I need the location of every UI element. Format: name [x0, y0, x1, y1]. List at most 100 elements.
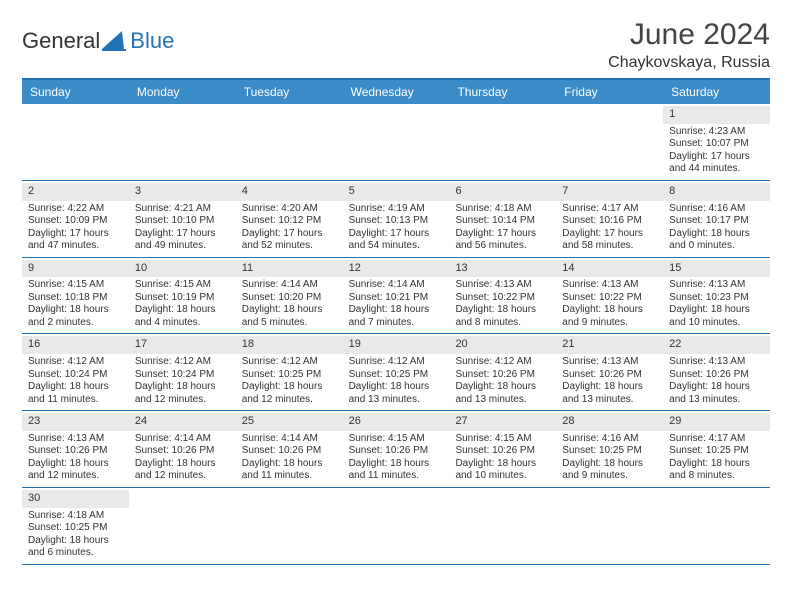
- page-title: June 2024: [608, 18, 770, 52]
- daylight-minutes-text: and 13 minutes.: [669, 394, 764, 407]
- sunset-text: Sunset: 10:07 PM: [669, 138, 764, 151]
- day-number: 4: [236, 183, 343, 201]
- daylight-minutes-text: and 13 minutes.: [349, 394, 444, 407]
- calendar-cell: 10Sunrise: 4:15 AMSunset: 10:19 PMDaylig…: [129, 258, 236, 334]
- calendar-cell: [449, 488, 556, 564]
- day-number: 16: [22, 336, 129, 354]
- calendar-body: 1Sunrise: 4:23 AMSunset: 10:07 PMDayligh…: [22, 104, 770, 565]
- daylight-minutes-text: and 10 minutes.: [455, 470, 550, 483]
- calendar-week: 16Sunrise: 4:12 AMSunset: 10:24 PMDaylig…: [22, 334, 770, 411]
- daylight-text: Daylight: 17 hours: [135, 228, 230, 241]
- daylight-minutes-text: and 12 minutes.: [135, 394, 230, 407]
- day-number: 20: [449, 336, 556, 354]
- day-headers: Sunday Monday Tuesday Wednesday Thursday…: [22, 80, 770, 104]
- sunrise-text: Sunrise: 4:13 AM: [455, 279, 550, 292]
- sunset-text: Sunset: 10:13 PM: [349, 215, 444, 228]
- sunrise-text: Sunrise: 4:19 AM: [349, 203, 444, 216]
- sunrise-text: Sunrise: 4:15 AM: [455, 433, 550, 446]
- sunrise-text: Sunrise: 4:13 AM: [669, 356, 764, 369]
- day-number: 29: [663, 413, 770, 431]
- calendar-week: 9Sunrise: 4:15 AMSunset: 10:18 PMDayligh…: [22, 258, 770, 335]
- sunset-text: Sunset: 10:26 PM: [28, 445, 123, 458]
- day-number: 30: [22, 490, 129, 508]
- daylight-minutes-text: and 44 minutes.: [669, 163, 764, 176]
- day-number: 10: [129, 260, 236, 278]
- day-number: 8: [663, 183, 770, 201]
- calendar-cell: [129, 488, 236, 564]
- day-number: 3: [129, 183, 236, 201]
- day-number: 6: [449, 183, 556, 201]
- calendar-cell: 27Sunrise: 4:15 AMSunset: 10:26 PMDaylig…: [449, 411, 556, 487]
- sunset-text: Sunset: 10:22 PM: [455, 292, 550, 305]
- sunset-text: Sunset: 10:23 PM: [669, 292, 764, 305]
- sunrise-text: Sunrise: 4:17 AM: [669, 433, 764, 446]
- sunrise-text: Sunrise: 4:15 AM: [349, 433, 444, 446]
- sunset-text: Sunset: 10:10 PM: [135, 215, 230, 228]
- sunset-text: Sunset: 10:25 PM: [669, 445, 764, 458]
- calendar-cell: 16Sunrise: 4:12 AMSunset: 10:24 PMDaylig…: [22, 334, 129, 410]
- daylight-text: Daylight: 17 hours: [669, 151, 764, 164]
- day-number: 19: [343, 336, 450, 354]
- sunrise-text: Sunrise: 4:20 AM: [242, 203, 337, 216]
- day-number: 17: [129, 336, 236, 354]
- day-header: Thursday: [449, 80, 556, 104]
- calendar-cell: 12Sunrise: 4:14 AMSunset: 10:21 PMDaylig…: [343, 258, 450, 334]
- day-number: 23: [22, 413, 129, 431]
- calendar-cell: [129, 104, 236, 180]
- day-number: 26: [343, 413, 450, 431]
- calendar-cell: 21Sunrise: 4:13 AMSunset: 10:26 PMDaylig…: [556, 334, 663, 410]
- location-label: Chaykovskaya, Russia: [608, 54, 770, 72]
- sunrise-text: Sunrise: 4:23 AM: [669, 126, 764, 139]
- sunset-text: Sunset: 10:09 PM: [28, 215, 123, 228]
- calendar-cell: [663, 488, 770, 564]
- daylight-minutes-text: and 5 minutes.: [242, 317, 337, 330]
- day-number: 7: [556, 183, 663, 201]
- calendar-cell: 7Sunrise: 4:17 AMSunset: 10:16 PMDayligh…: [556, 181, 663, 257]
- sunrise-text: Sunrise: 4:16 AM: [562, 433, 657, 446]
- daylight-text: Daylight: 18 hours: [455, 381, 550, 394]
- day-number: 24: [129, 413, 236, 431]
- sunset-text: Sunset: 10:12 PM: [242, 215, 337, 228]
- daylight-minutes-text: and 56 minutes.: [455, 240, 550, 253]
- daylight-text: Daylight: 17 hours: [455, 228, 550, 241]
- calendar-cell: 24Sunrise: 4:14 AMSunset: 10:26 PMDaylig…: [129, 411, 236, 487]
- daylight-text: Daylight: 17 hours: [28, 228, 123, 241]
- day-header: Tuesday: [236, 80, 343, 104]
- sunset-text: Sunset: 10:26 PM: [455, 445, 550, 458]
- daylight-minutes-text: and 4 minutes.: [135, 317, 230, 330]
- calendar-cell: 11Sunrise: 4:14 AMSunset: 10:20 PMDaylig…: [236, 258, 343, 334]
- brand-word-2: Blue: [130, 28, 174, 54]
- daylight-minutes-text: and 12 minutes.: [135, 470, 230, 483]
- sunrise-text: Sunrise: 4:22 AM: [28, 203, 123, 216]
- daylight-text: Daylight: 18 hours: [669, 228, 764, 241]
- sunrise-text: Sunrise: 4:16 AM: [669, 203, 764, 216]
- daylight-text: Daylight: 18 hours: [28, 458, 123, 471]
- calendar-cell: 13Sunrise: 4:13 AMSunset: 10:22 PMDaylig…: [449, 258, 556, 334]
- day-header: Sunday: [22, 80, 129, 104]
- calendar-cell: 6Sunrise: 4:18 AMSunset: 10:14 PMDayligh…: [449, 181, 556, 257]
- sunset-text: Sunset: 10:14 PM: [455, 215, 550, 228]
- calendar-week: 1Sunrise: 4:23 AMSunset: 10:07 PMDayligh…: [22, 104, 770, 181]
- daylight-minutes-text: and 11 minutes.: [28, 394, 123, 407]
- sunrise-text: Sunrise: 4:13 AM: [562, 356, 657, 369]
- calendar-cell: 28Sunrise: 4:16 AMSunset: 10:25 PMDaylig…: [556, 411, 663, 487]
- sunset-text: Sunset: 10:24 PM: [28, 369, 123, 382]
- sunrise-text: Sunrise: 4:14 AM: [242, 433, 337, 446]
- day-number: 18: [236, 336, 343, 354]
- daylight-text: Daylight: 18 hours: [562, 304, 657, 317]
- day-header: Wednesday: [343, 80, 450, 104]
- calendar-cell: 2Sunrise: 4:22 AMSunset: 10:09 PMDayligh…: [22, 181, 129, 257]
- daylight-text: Daylight: 18 hours: [242, 458, 337, 471]
- sunset-text: Sunset: 10:25 PM: [562, 445, 657, 458]
- daylight-text: Daylight: 18 hours: [242, 304, 337, 317]
- daylight-minutes-text: and 13 minutes.: [562, 394, 657, 407]
- page-header: General Blue June 2024 Chaykovskaya, Rus…: [22, 18, 770, 72]
- day-number: 25: [236, 413, 343, 431]
- calendar-cell: 29Sunrise: 4:17 AMSunset: 10:25 PMDaylig…: [663, 411, 770, 487]
- daylight-minutes-text: and 11 minutes.: [349, 470, 444, 483]
- brand-word-1: General: [22, 28, 100, 54]
- day-number: 12: [343, 260, 450, 278]
- sunset-text: Sunset: 10:21 PM: [349, 292, 444, 305]
- sunrise-text: Sunrise: 4:15 AM: [135, 279, 230, 292]
- calendar-week: 23Sunrise: 4:13 AMSunset: 10:26 PMDaylig…: [22, 411, 770, 488]
